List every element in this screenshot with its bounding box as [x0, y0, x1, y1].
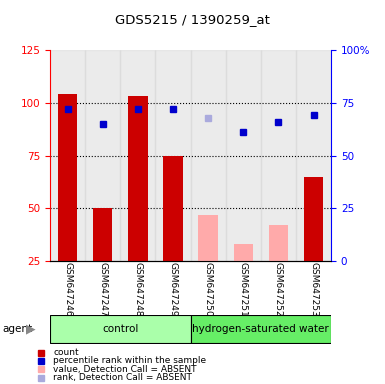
Bar	[58, 94, 77, 261]
Bar	[261, 50, 296, 261]
Bar	[50, 50, 85, 261]
Bar	[296, 50, 331, 261]
Bar	[199, 215, 218, 261]
FancyBboxPatch shape	[191, 316, 331, 343]
Text: GSM647252: GSM647252	[274, 262, 283, 317]
Text: GSM647247: GSM647247	[98, 262, 107, 317]
Text: agent: agent	[2, 324, 32, 334]
Bar	[163, 156, 182, 261]
Bar	[156, 50, 191, 261]
Text: GSM647248: GSM647248	[133, 262, 142, 317]
Text: GDS5215 / 1390259_at: GDS5215 / 1390259_at	[115, 13, 270, 26]
Text: ▶: ▶	[26, 323, 36, 336]
Text: value, Detection Call = ABSENT: value, Detection Call = ABSENT	[53, 365, 197, 374]
Bar	[85, 50, 120, 261]
Bar	[93, 208, 112, 261]
Text: GSM647249: GSM647249	[169, 262, 177, 317]
Text: count: count	[53, 348, 79, 357]
Text: hydrogen-saturated water: hydrogen-saturated water	[192, 324, 329, 334]
Text: rank, Detection Call = ABSENT: rank, Detection Call = ABSENT	[53, 373, 192, 382]
Text: percentile rank within the sample: percentile rank within the sample	[53, 356, 206, 366]
Bar	[226, 50, 261, 261]
Bar	[234, 244, 253, 261]
Bar	[128, 96, 147, 261]
Text: GSM647251: GSM647251	[239, 262, 248, 317]
Text: GSM647246: GSM647246	[63, 262, 72, 317]
Text: GSM647253: GSM647253	[309, 262, 318, 317]
Bar	[304, 177, 323, 261]
Text: GSM647250: GSM647250	[204, 262, 213, 317]
FancyBboxPatch shape	[50, 316, 191, 343]
Bar	[269, 225, 288, 261]
Bar	[191, 50, 226, 261]
Bar	[121, 50, 156, 261]
Text: control: control	[102, 324, 139, 334]
